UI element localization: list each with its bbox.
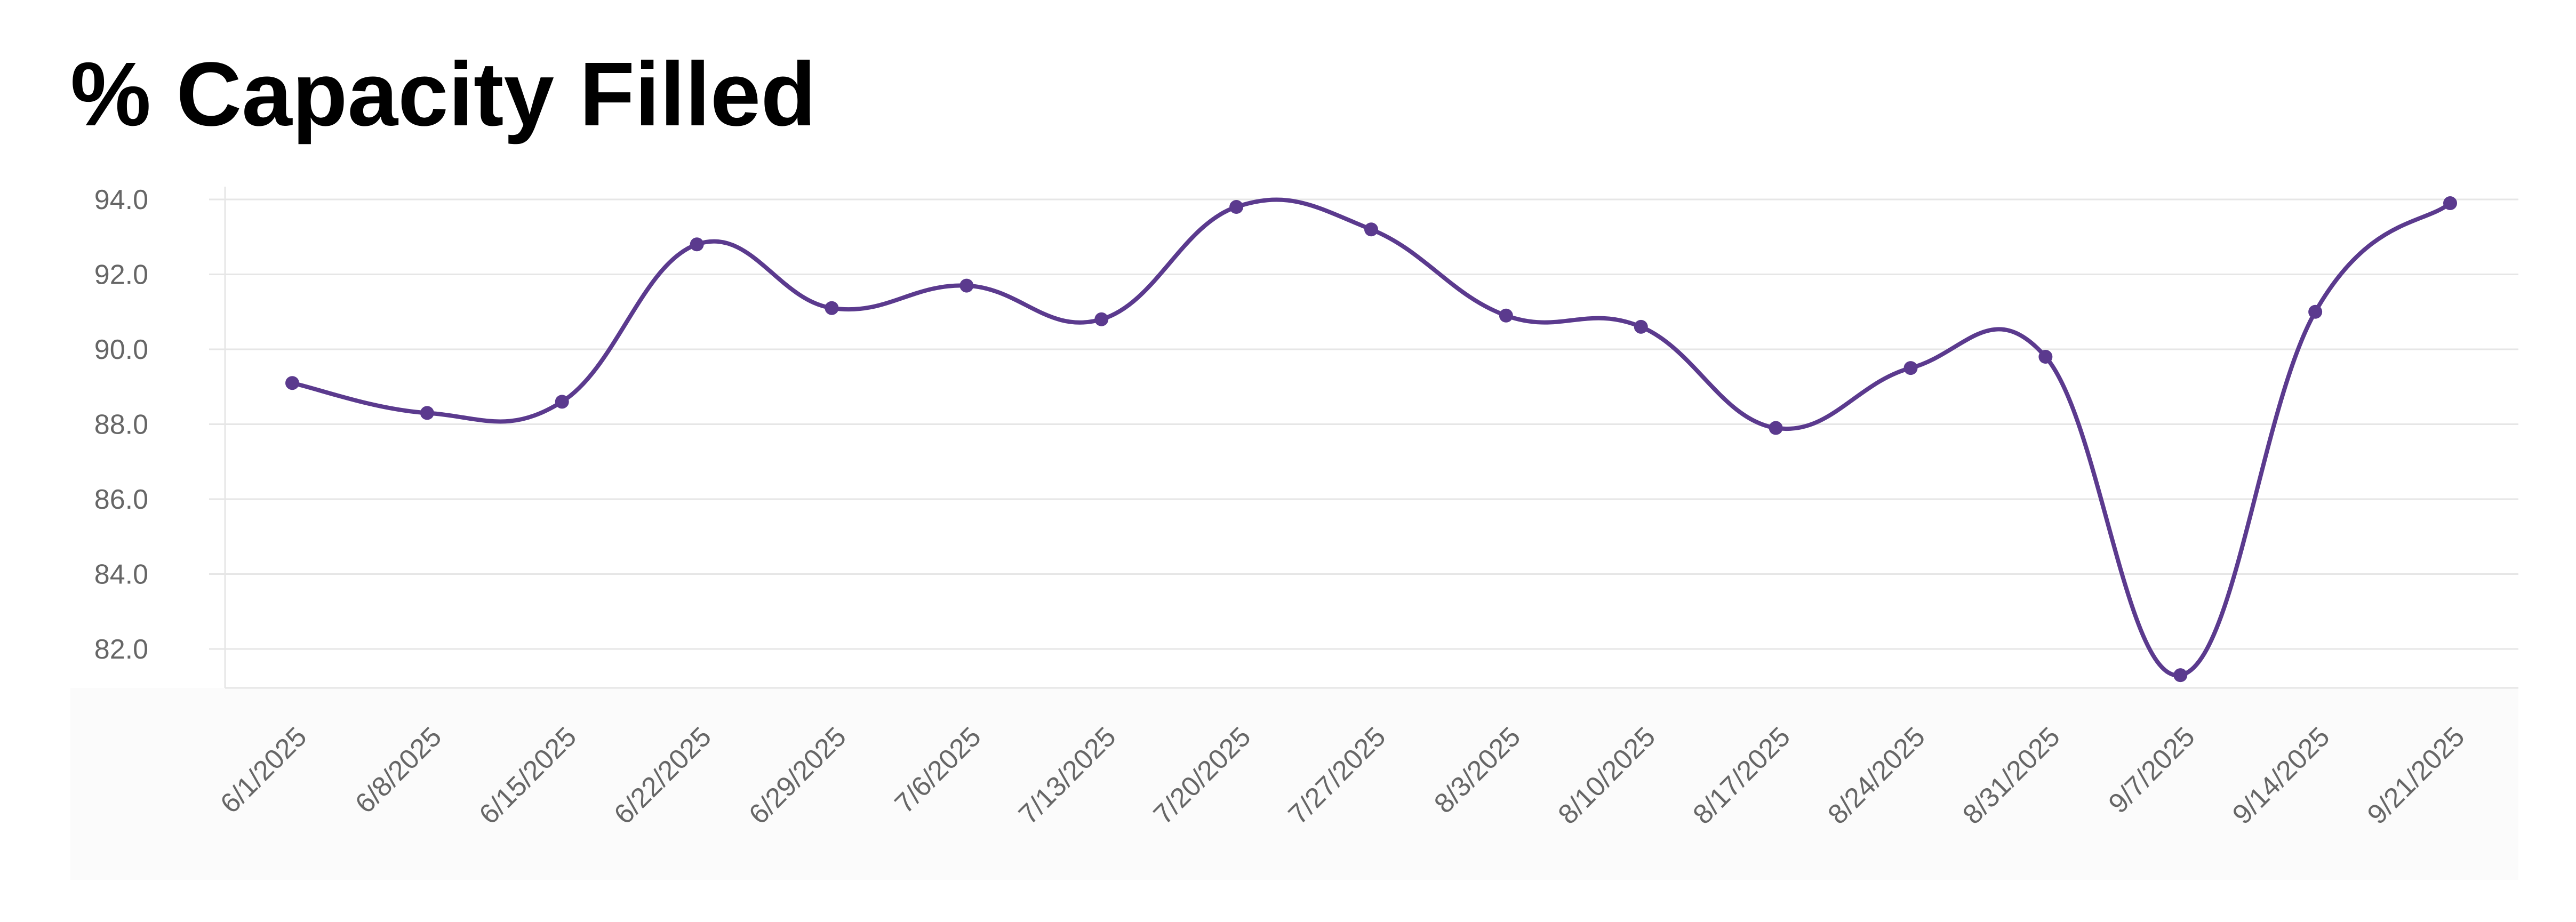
data-point: [1499, 308, 1513, 323]
data-point: [1094, 312, 1109, 326]
data-point: [690, 237, 704, 252]
data-point: [2443, 196, 2457, 211]
y-tick-label: 94.0: [94, 185, 148, 215]
y-tick-label: 88.0: [94, 410, 148, 440]
data-point: [1229, 200, 1244, 214]
y-tick-label: 82.0: [94, 634, 148, 665]
data-point: [825, 301, 839, 315]
y-tick-label: 84.0: [94, 559, 148, 590]
data-point: [2308, 304, 2323, 319]
data-point: [1634, 319, 1648, 334]
data-point: [2173, 668, 2188, 683]
data-point: [959, 278, 974, 293]
data-point: [555, 395, 569, 409]
x-axis-band: [70, 688, 2518, 880]
y-axis-ticks: 82.0 84.0 86.0 88.0 90.0 92.0 94.0: [94, 185, 225, 665]
axes: [224, 187, 2518, 689]
data-point: [1903, 361, 1918, 375]
data-point: [285, 376, 299, 390]
data-point: [420, 406, 434, 420]
gridlines: [225, 198, 2518, 650]
data-point: [1364, 222, 1378, 237]
y-tick-label: 90.0: [94, 334, 148, 365]
data-point: [2038, 350, 2053, 364]
y-tick-label: 92.0: [94, 260, 148, 291]
data-point: [1769, 421, 1783, 435]
series-line: [290, 197, 2452, 678]
chart-title: % Capacity Filled: [70, 44, 817, 145]
data-points: [285, 196, 2457, 683]
y-tick-label: 86.0: [94, 484, 148, 515]
